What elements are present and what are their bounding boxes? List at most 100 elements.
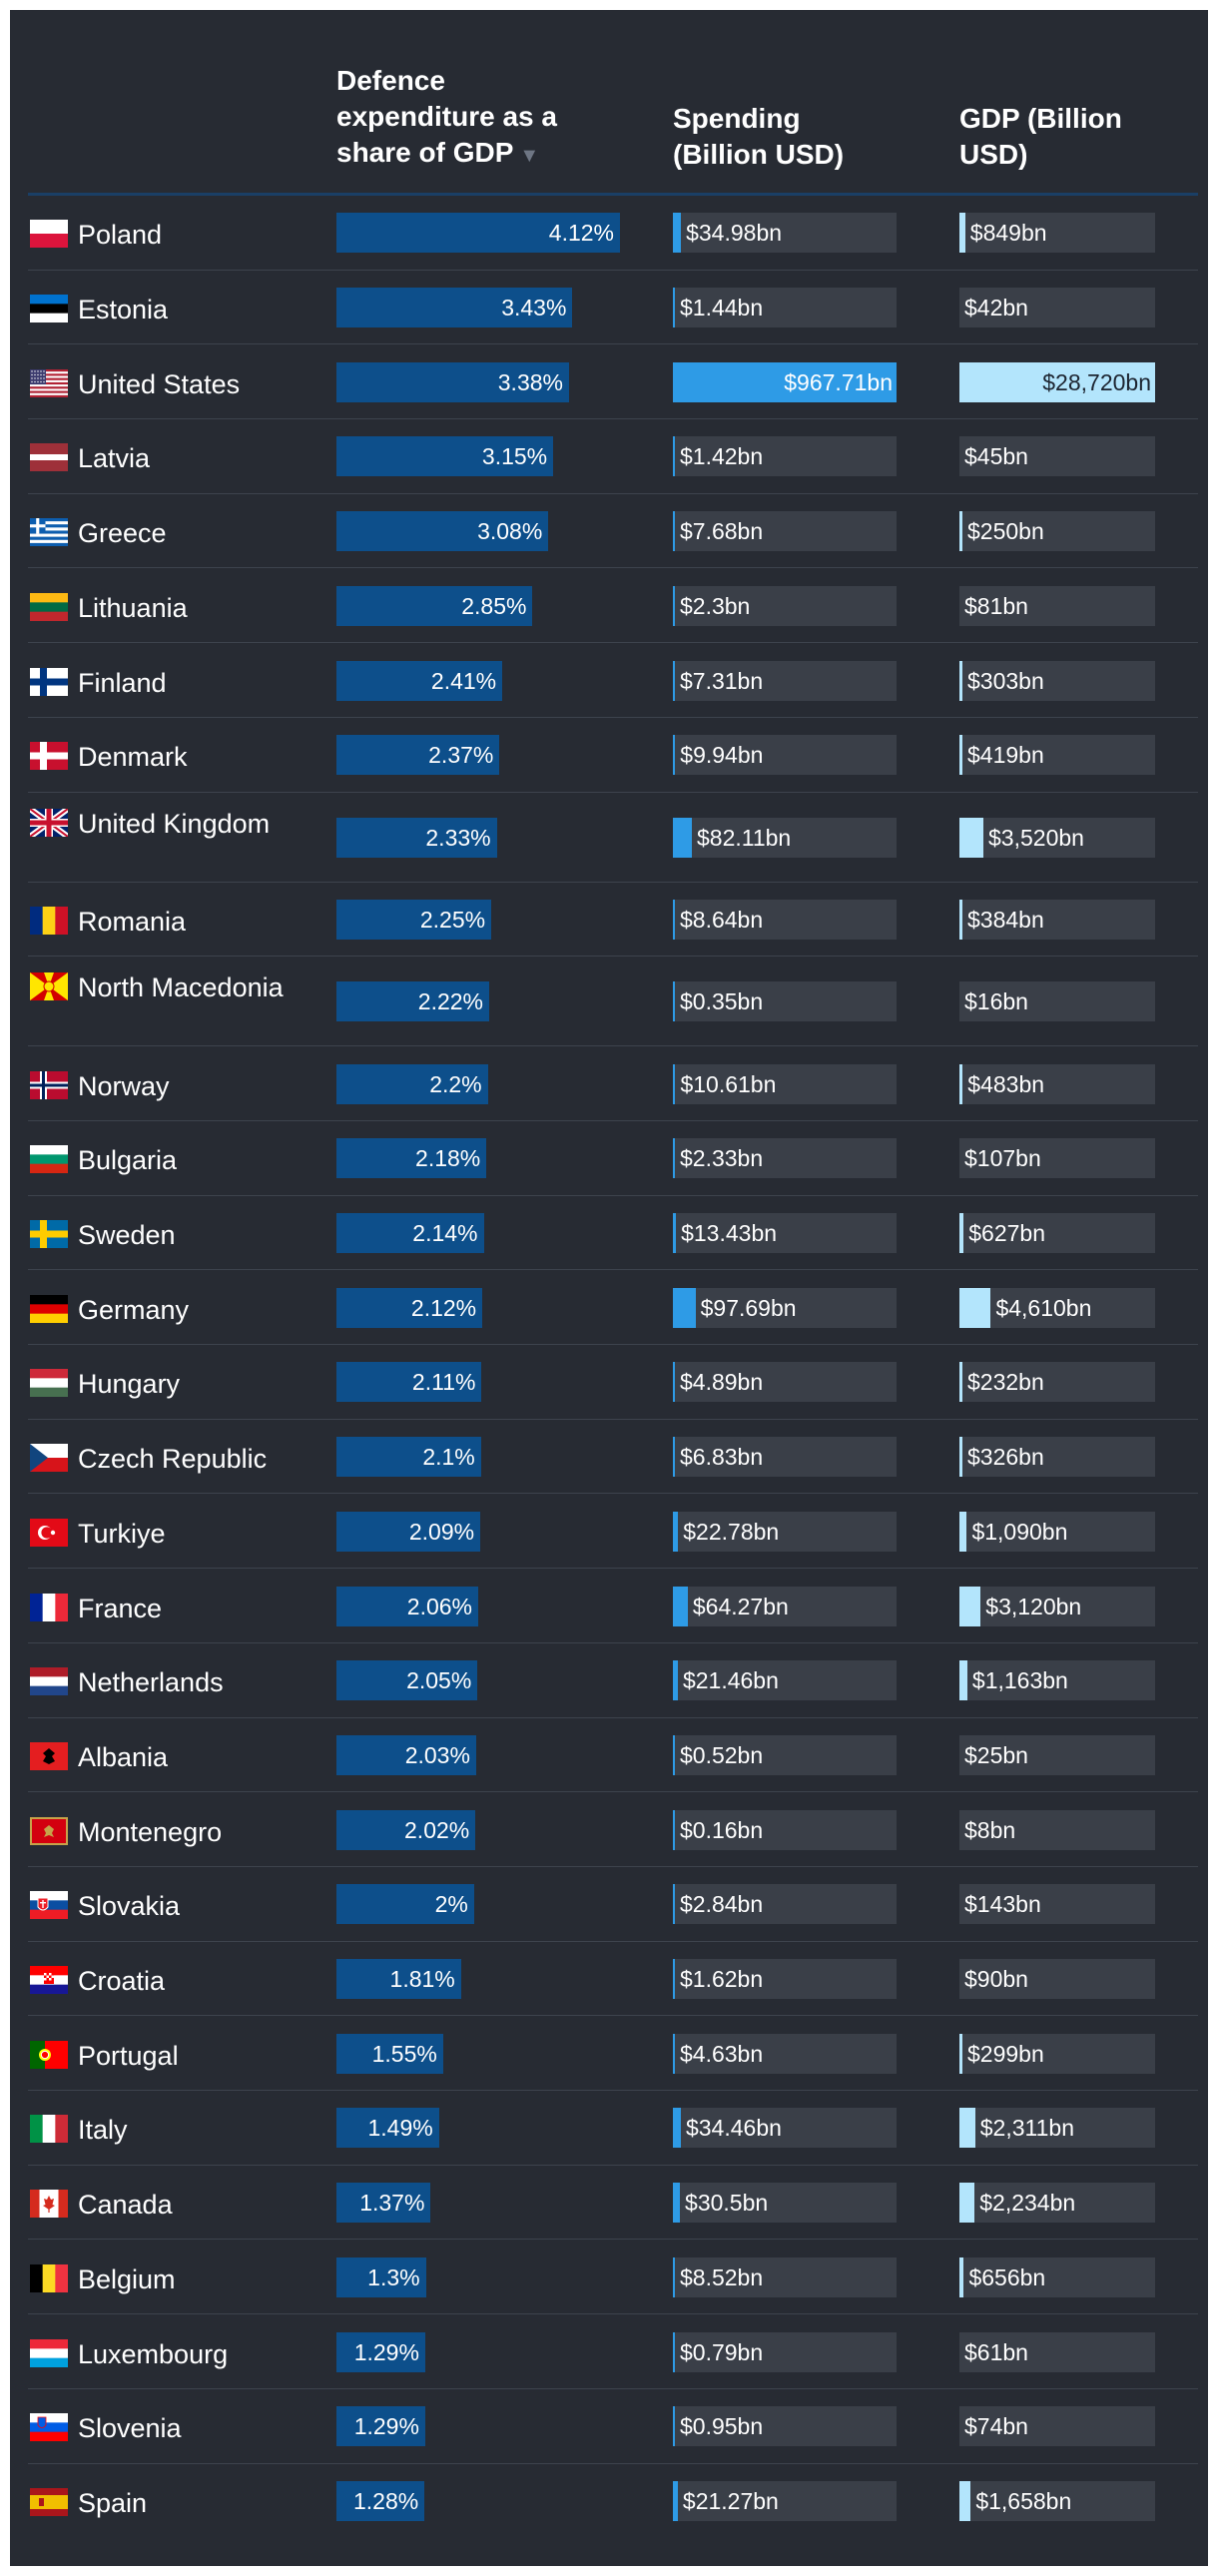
share-label: 3.43% xyxy=(501,295,567,322)
table-row: Hungary 2.11% $4.89bn $232bn xyxy=(10,1345,1208,1420)
gdp-cell: $3,520bn xyxy=(959,817,1155,858)
gdp-cell: $25bn xyxy=(959,1734,1155,1775)
gdp-bar xyxy=(959,361,1155,402)
table-row: Turkiye 2.09% $22.78bn $1,090bn xyxy=(10,1495,1208,1570)
share-label: 1.29% xyxy=(353,2413,419,2440)
gdp-bar xyxy=(959,899,962,940)
country-cell: Bulgaria xyxy=(30,1144,319,1176)
gdp-cell: $250bn xyxy=(959,511,1155,552)
country-name: Montenegro xyxy=(78,1816,223,1847)
gdp-bar xyxy=(959,1287,991,1328)
spending-label: $82.11bn xyxy=(697,824,792,851)
spending-cell: $82.11bn xyxy=(673,817,897,858)
gdp-bar xyxy=(959,511,962,552)
country-cell: Portugal xyxy=(30,2040,319,2072)
share-cell: 1.37% xyxy=(336,2183,620,2224)
spending-cell: $22.78bn xyxy=(673,1511,897,1552)
gdp-bar xyxy=(959,2256,964,2297)
header-gdp[interactable]: GDP (Billion USD) xyxy=(959,103,1122,170)
share-cell: 1.29% xyxy=(336,2406,620,2447)
share-cell: 1.81% xyxy=(336,1959,620,2000)
country-cell: Greece xyxy=(30,517,319,549)
share-bar xyxy=(336,288,573,328)
gdp-cell: $656bn xyxy=(959,2256,1155,2297)
table-row: Slovakia 2% $2.84bn $143bn xyxy=(10,1867,1208,1942)
share-bar xyxy=(336,1362,482,1403)
row-divider xyxy=(28,1269,1198,1271)
row-divider xyxy=(28,492,1198,494)
table-row: Latvia 3.15% $1.42bn $45bn xyxy=(10,419,1208,494)
country-cell: Turkiye xyxy=(30,1518,319,1550)
flag-latvia-icon xyxy=(30,443,68,472)
share-bar xyxy=(336,1287,483,1328)
flag-belgium-icon xyxy=(30,2263,68,2292)
share-cell: 2.33% xyxy=(336,817,620,858)
share-cell: 2.05% xyxy=(336,1660,620,1701)
country-name: Estonia xyxy=(78,295,169,325)
row-divider xyxy=(28,881,1198,883)
share-label: 1.49% xyxy=(367,2115,433,2142)
spending-cell: $9.94bn xyxy=(673,735,897,776)
share-cell: 2.03% xyxy=(336,1734,620,1775)
country-name: Hungary xyxy=(78,1369,181,1400)
row-divider xyxy=(28,269,1198,271)
row-divider xyxy=(28,1194,1198,1196)
flag-luxembourg-icon xyxy=(30,2338,68,2367)
share-bar xyxy=(336,436,554,477)
row-divider xyxy=(28,2462,1198,2464)
gdp-label: $1,090bn xyxy=(971,1518,1068,1545)
share-cell: 2.06% xyxy=(336,1586,620,1626)
share-bar xyxy=(336,1511,481,1552)
spending-label: $22.78bn xyxy=(683,1518,780,1545)
share-cell: 1.49% xyxy=(336,2108,620,2149)
row-divider xyxy=(28,2164,1198,2166)
share-bar xyxy=(336,1213,484,1254)
sort-descending-icon[interactable]: ▼ xyxy=(519,145,540,167)
gdp-label: $143bn xyxy=(964,1891,1041,1918)
table-row: Czech Republic 2.1% $6.83bn $326bn xyxy=(10,1420,1208,1495)
spending-label: $6.83bn xyxy=(680,1444,764,1471)
country-cell: Romania xyxy=(30,906,319,938)
spending-bar xyxy=(673,2406,675,2447)
country-cell: Slovenia xyxy=(30,2412,319,2444)
gdp-label: $326bn xyxy=(967,1444,1044,1471)
country-name: United States xyxy=(78,368,241,399)
country-name: Czech Republic xyxy=(78,1444,268,1475)
gdp-label: $42bn xyxy=(964,295,1028,322)
spending-cell: $967.71bn xyxy=(673,361,897,402)
spending-cell: $0.95bn xyxy=(673,2406,897,2447)
gdp-label: $1,658bn xyxy=(975,2487,1072,2514)
country-cell: Estonia xyxy=(30,294,319,325)
country-cell: Sweden xyxy=(30,1219,319,1251)
gdp-label: $232bn xyxy=(967,1369,1044,1396)
table-row: Estonia 3.43% $1.44bn $42bn xyxy=(10,271,1208,345)
spending-cell: $7.31bn xyxy=(673,660,897,701)
share-bar xyxy=(336,1809,476,1850)
chart-card: Defence expenditure as a share of GDP ▼ S… xyxy=(10,10,1208,2566)
country-cell: Latvia xyxy=(30,442,319,474)
share-bar xyxy=(336,2183,431,2224)
gdp-bar xyxy=(959,817,984,858)
table-row: Germany 2.12% $97.69bn $4,610bn xyxy=(10,1270,1208,1346)
header-spending[interactable]: Spending (Billion USD) xyxy=(673,103,845,170)
share-bar xyxy=(336,2331,425,2372)
gdp-bar xyxy=(959,2108,975,2149)
gdp-cell: $107bn xyxy=(959,1138,1155,1179)
spending-cell: $4.63bn xyxy=(673,2033,897,2074)
table-row: Canada 1.37% $30.5bn $2,234bn xyxy=(10,2166,1208,2241)
country-cell: Netherlands xyxy=(30,1666,319,1698)
share-cell: 4.12% xyxy=(336,213,620,254)
country-cell: United States xyxy=(30,368,319,400)
gdp-cell: $61bn xyxy=(959,2331,1155,2372)
gdp-label: $45bn xyxy=(964,443,1028,470)
header-gdp-share[interactable]: Defence expenditure as a share of GDP ▼ xyxy=(336,63,596,174)
spending-bar xyxy=(673,981,675,1022)
share-cell: 2.11% xyxy=(336,1362,620,1403)
flag-canada-icon xyxy=(30,2190,68,2219)
country-name: Lithuania xyxy=(78,592,188,623)
country-name: France xyxy=(78,1593,163,1623)
flag-portugal-icon xyxy=(30,2040,68,2069)
gdp-cell: $1,163bn xyxy=(959,1660,1155,1701)
gdp-label: $8bn xyxy=(964,1816,1016,1843)
row-divider xyxy=(28,2239,1198,2241)
